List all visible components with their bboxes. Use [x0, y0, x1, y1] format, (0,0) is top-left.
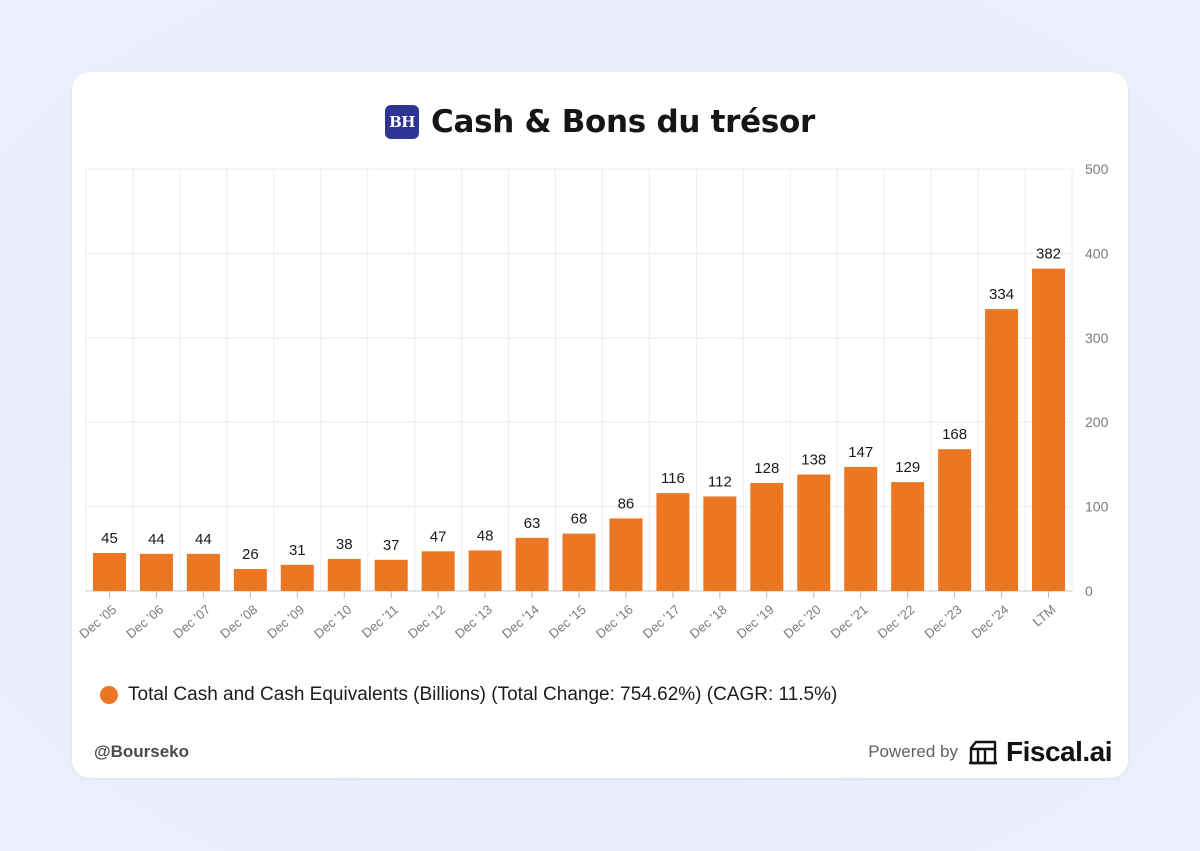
data-label: 129 [895, 459, 920, 476]
data-label: 38 [336, 536, 353, 553]
bar [186, 553, 220, 591]
data-label: 37 [383, 537, 400, 554]
bar [656, 493, 690, 591]
data-label: 44 [148, 531, 165, 548]
x-tick-label: Dec '24 [968, 602, 1011, 642]
x-tick-label: Dec '16 [593, 602, 636, 642]
x-tick-label: Dec '08 [217, 602, 260, 642]
x-tick-label: Dec '19 [734, 602, 777, 642]
bar [280, 564, 314, 591]
data-label: 86 [618, 495, 635, 512]
x-tick-label: Dec '22 [874, 602, 917, 642]
x-tick-label: Dec '06 [123, 602, 166, 642]
x-tick-label: Dec '15 [546, 602, 589, 642]
data-label: 68 [571, 511, 588, 528]
data-label: 168 [942, 426, 967, 443]
data-label: 45 [101, 530, 118, 547]
bar [92, 553, 126, 591]
bar-chart: 0 100 200 300 400 500 45 Dec '05 44 Dec '06 44 Dec … [76, 161, 1109, 642]
y-tick-label: 300 [1085, 330, 1109, 346]
x-tick-label: Dec '14 [499, 602, 542, 642]
x-tick-label: Dec '21 [828, 602, 871, 642]
bh-logo: BH [385, 105, 419, 139]
y-tick-label: 100 [1085, 499, 1109, 515]
data-label: 334 [989, 286, 1014, 303]
x-tick-label: Dec '05 [76, 602, 119, 642]
bar [703, 496, 737, 591]
bar [985, 309, 1019, 591]
x-tick-label: LTM [1030, 602, 1059, 630]
data-label: 382 [1036, 246, 1061, 263]
data-label: 116 [661, 470, 685, 487]
x-tick-label: Dec '09 [264, 602, 307, 642]
powered-by[interactable]: Powered by Fiscal.ai [868, 736, 1112, 768]
x-tick-label: Dec '11 [359, 602, 401, 641]
bar [844, 466, 878, 591]
bar [374, 559, 408, 591]
x-tick-label: Dec '12 [405, 602, 448, 642]
y-tick-label: 0 [1085, 583, 1093, 599]
data-label: 63 [524, 515, 541, 532]
bar [938, 449, 972, 591]
legend-label: Total Cash and Cash Equivalents (Billion… [128, 684, 838, 705]
building-columns-icon [968, 740, 997, 765]
data-label: 47 [430, 528, 447, 545]
data-label: 138 [801, 452, 826, 469]
data-label: 26 [242, 546, 259, 563]
x-tick-label: Dec '18 [687, 602, 730, 642]
data-label: 31 [289, 542, 306, 559]
x-tick-label: Dec '10 [311, 602, 354, 642]
bar [609, 518, 643, 591]
bar [797, 474, 831, 591]
data-label: 147 [848, 444, 873, 461]
x-tick-label: Dec '23 [921, 602, 964, 642]
data-label: 112 [708, 473, 732, 490]
legend[interactable]: Total Cash and Cash Equivalents (Billion… [100, 684, 837, 706]
bar [750, 482, 784, 591]
bar [233, 569, 267, 591]
brand-name: Fiscal.ai [1005, 736, 1113, 767]
bar [327, 558, 361, 591]
data-label: 48 [477, 527, 494, 544]
bar [562, 533, 596, 591]
bar [468, 550, 502, 591]
legend-swatch [100, 686, 118, 704]
data-label: 44 [195, 531, 212, 548]
x-tick-label: Dec '13 [452, 602, 495, 642]
y-tick-label: 500 [1085, 161, 1109, 177]
x-tick-label: Dec '17 [640, 602, 683, 642]
bar [515, 537, 549, 591]
y-tick-label: 200 [1085, 414, 1109, 430]
author-handle: @Bourseko [94, 742, 189, 761]
chart-card: BH Cash & Bons du trésor 0 100 200 300 400 50… [72, 72, 1128, 778]
x-tick-label: Dec '07 [170, 602, 213, 642]
bar [1032, 268, 1066, 591]
bar [421, 551, 455, 591]
x-tick-label: Dec '20 [781, 602, 824, 642]
powered-by-label: Powered by [868, 742, 958, 761]
bar [139, 553, 173, 591]
data-label: 128 [754, 460, 779, 477]
chart-header: BH Cash & Bons du trésor [72, 102, 1128, 142]
chart-title: Cash & Bons du trésor [431, 104, 815, 140]
y-tick-label: 400 [1085, 245, 1109, 261]
bar [891, 482, 925, 591]
